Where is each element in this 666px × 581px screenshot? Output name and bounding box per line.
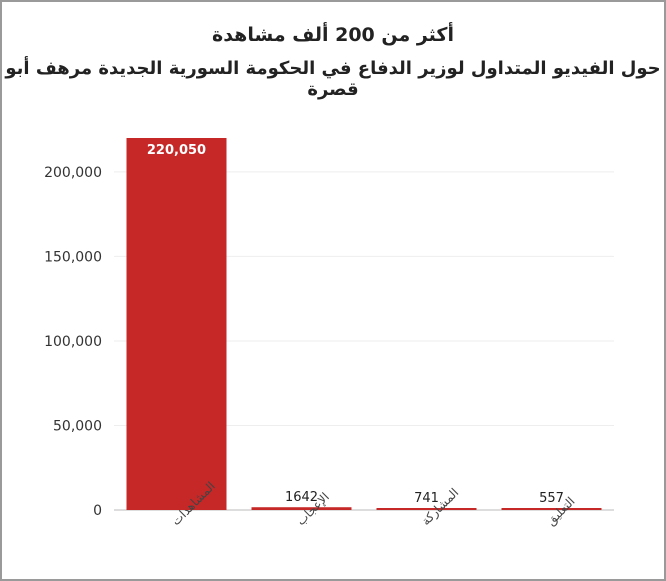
y-tick-label: 50,000 xyxy=(53,418,102,434)
data-label: 1642 xyxy=(285,490,318,505)
data-label: 741 xyxy=(414,491,439,506)
chart-title: أكثر من 200 ألف مشاهدة xyxy=(211,24,454,46)
bar[interactable] xyxy=(251,507,352,510)
bar[interactable] xyxy=(376,508,477,510)
y-tick-label: 100,000 xyxy=(44,334,102,350)
bar[interactable] xyxy=(501,508,602,510)
chart-subtitle: حول الفيديو المتداول لوزير الدفاع في الح… xyxy=(5,58,661,100)
bar[interactable] xyxy=(126,138,227,510)
y-tick-label: 200,000 xyxy=(44,165,102,181)
data-label: 557 xyxy=(539,491,564,506)
y-tick-label: 150,000 xyxy=(44,249,102,265)
y-tick-label: 0 xyxy=(93,503,102,519)
data-label: 220,050 xyxy=(147,143,206,158)
